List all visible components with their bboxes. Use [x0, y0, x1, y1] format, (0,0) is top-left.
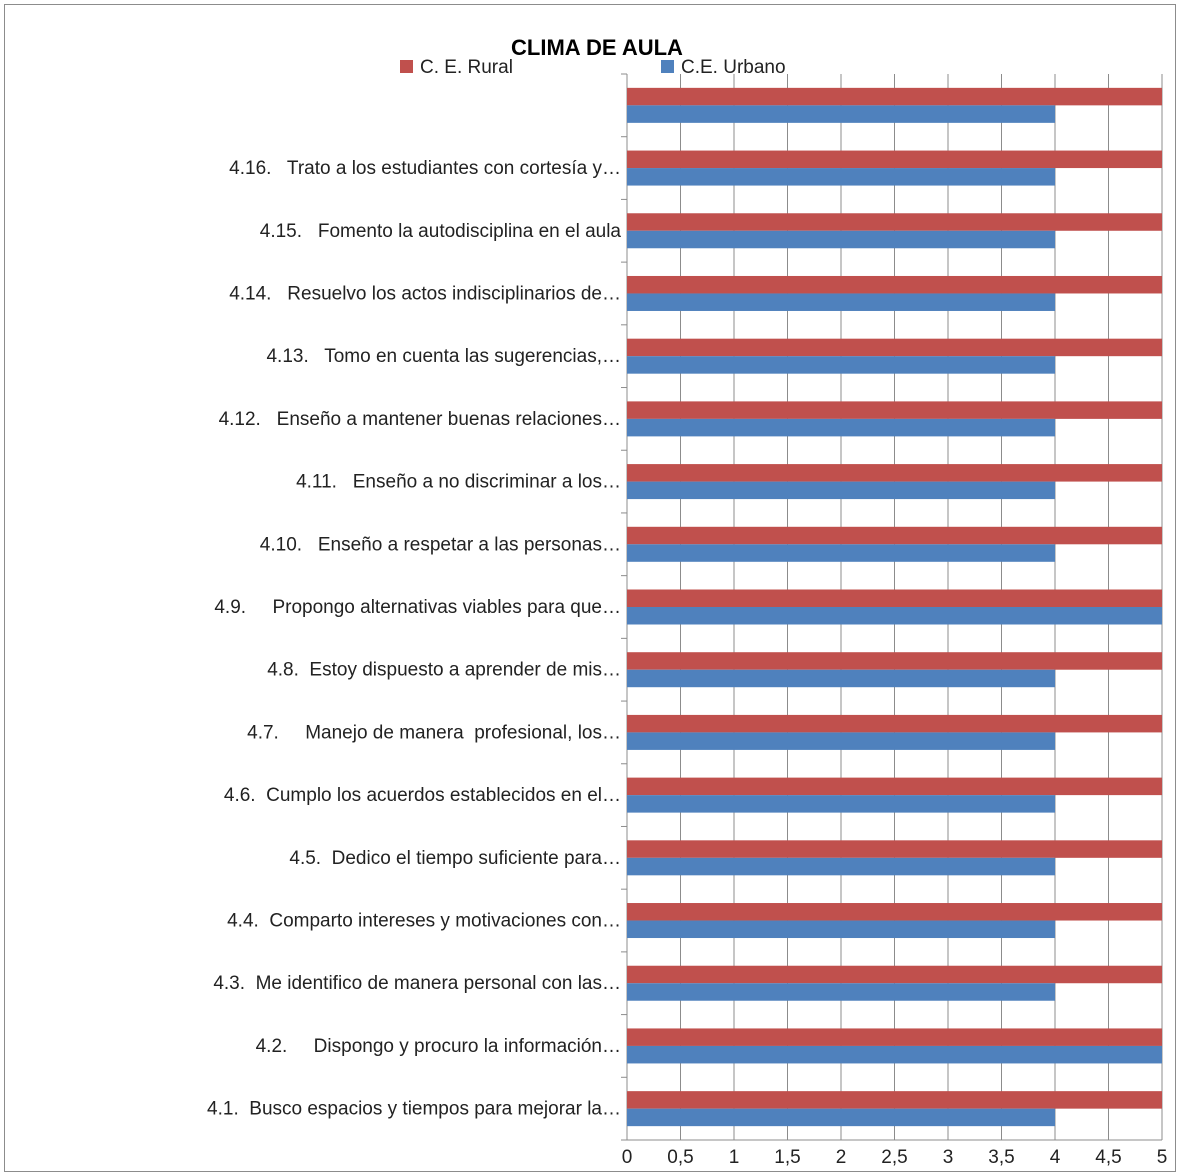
x-tick-label-0: 0 — [622, 1147, 633, 1168]
category-label-9: 4.10. Enseño a respetar a las personas… — [260, 534, 621, 555]
category-label-7: 4.8. Estoy dispuesto a aprender de mis… — [267, 660, 621, 681]
legend: C. E. Rural C.E. Urbano — [400, 57, 786, 78]
x-tick-label-3: 1,5 — [774, 1147, 800, 1168]
x-axis-ticks: 0 0,5 1 1,5 2 2,5 3 3,5 4 4,5 5 — [622, 1147, 1168, 1168]
category-label-13: 4.14. Resuelvo los actos indisciplinario… — [229, 283, 621, 304]
bar-rural-14 — [627, 213, 1162, 231]
bar-rural-11 — [627, 401, 1162, 419]
chart-title: CLIMA DE AULA — [511, 35, 683, 60]
bar-rural-12 — [627, 338, 1162, 357]
bar-rural-8 — [627, 589, 1162, 607]
bar-rural-5 — [627, 777, 1162, 796]
bar-urbano-13 — [627, 293, 1055, 311]
x-tick-label-9: 4,5 — [1095, 1147, 1121, 1168]
bar-urbano-1 — [627, 1045, 1162, 1064]
x-tick-label-4: 2 — [836, 1147, 847, 1168]
legend-swatch-1 — [661, 60, 674, 73]
bar-urbano-2 — [627, 983, 1055, 1001]
category-label-11: 4.12. Enseño a mantener buenas relacione… — [219, 409, 621, 430]
bar-rural-10 — [627, 464, 1162, 482]
category-labels: 4.1. Busco espacios y tiempos para mejor… — [207, 158, 621, 1120]
bar-urbano-3 — [627, 920, 1055, 939]
bar-rural-1 — [627, 1028, 1162, 1046]
category-label-10: 4.11. Enseño a no discriminar a los… — [296, 472, 621, 493]
bar-rural-9 — [627, 526, 1162, 545]
bar-rural-15 — [627, 150, 1162, 169]
bar-rural-6 — [627, 714, 1162, 733]
x-tick-label-6: 3 — [943, 1147, 954, 1168]
bar-rural-0 — [627, 1091, 1162, 1109]
bar-urbano-12 — [627, 356, 1055, 374]
legend-label-1: C.E. Urbano — [681, 57, 786, 78]
bar-urbano-8 — [627, 607, 1162, 625]
legend-label-0: C. E. Rural — [420, 57, 513, 78]
category-label-5: 4.6. Cumplo los acuerdos establecidos en… — [224, 785, 621, 806]
category-label-3: 4.4. Comparto intereses y motivaciones c… — [227, 911, 621, 932]
x-tick-label-1: 0,5 — [667, 1147, 693, 1168]
bar-rural-13 — [627, 275, 1162, 294]
bar-rural-7 — [627, 652, 1162, 670]
bar-urbano-4 — [627, 857, 1055, 876]
bar-urbano-15 — [627, 168, 1055, 186]
bar-urbano-10 — [627, 481, 1055, 500]
bar-urbano-0 — [627, 1108, 1055, 1127]
category-label-14: 4.15. Fomento la autodisciplina en el au… — [260, 221, 622, 242]
x-tick-label-2: 1 — [729, 1147, 740, 1168]
bar-rural-2 — [627, 965, 1162, 984]
x-tick-label-5: 2,5 — [881, 1147, 907, 1168]
x-tick-label-7: 3,5 — [988, 1147, 1014, 1168]
bar-urbano-11 — [627, 418, 1055, 437]
bar-urbano-16 — [627, 105, 1055, 123]
bar-urbano-7 — [627, 669, 1055, 688]
bar-urbano-5 — [627, 795, 1055, 813]
bar-rural-4 — [627, 840, 1162, 858]
category-label-8: 4.9. Propongo alternativas viables para … — [214, 597, 621, 618]
category-label-2: 4.3. Me identifico de manera personal co… — [213, 973, 621, 994]
bar-rural-3 — [627, 903, 1162, 921]
x-tick-label-10: 5 — [1157, 1147, 1168, 1168]
bar-rural-16 — [627, 87, 1162, 106]
chart-frame — [4, 4, 1176, 1172]
category-label-15: 4.16. Trato a los estudiantes con cortes… — [229, 158, 621, 179]
category-label-1: 4.2. Dispongo y procuro la información… — [256, 1036, 621, 1057]
category-label-12: 4.13. Tomo en cuenta las sugerencias,… — [266, 346, 621, 367]
category-label-4: 4.5. Dedico el tiempo suficiente para… — [289, 848, 621, 869]
legend-swatch-0 — [400, 60, 413, 73]
category-label-0: 4.1. Busco espacios y tiempos para mejor… — [207, 1099, 621, 1120]
bars — [627, 87, 1162, 1127]
x-tick-label-8: 4 — [1050, 1147, 1061, 1168]
bar-urbano-9 — [627, 544, 1055, 562]
bar-urbano-6 — [627, 732, 1055, 750]
category-label-6: 4.7. Manejo de manera profesional, los… — [247, 722, 621, 743]
bar-urbano-14 — [627, 230, 1055, 249]
